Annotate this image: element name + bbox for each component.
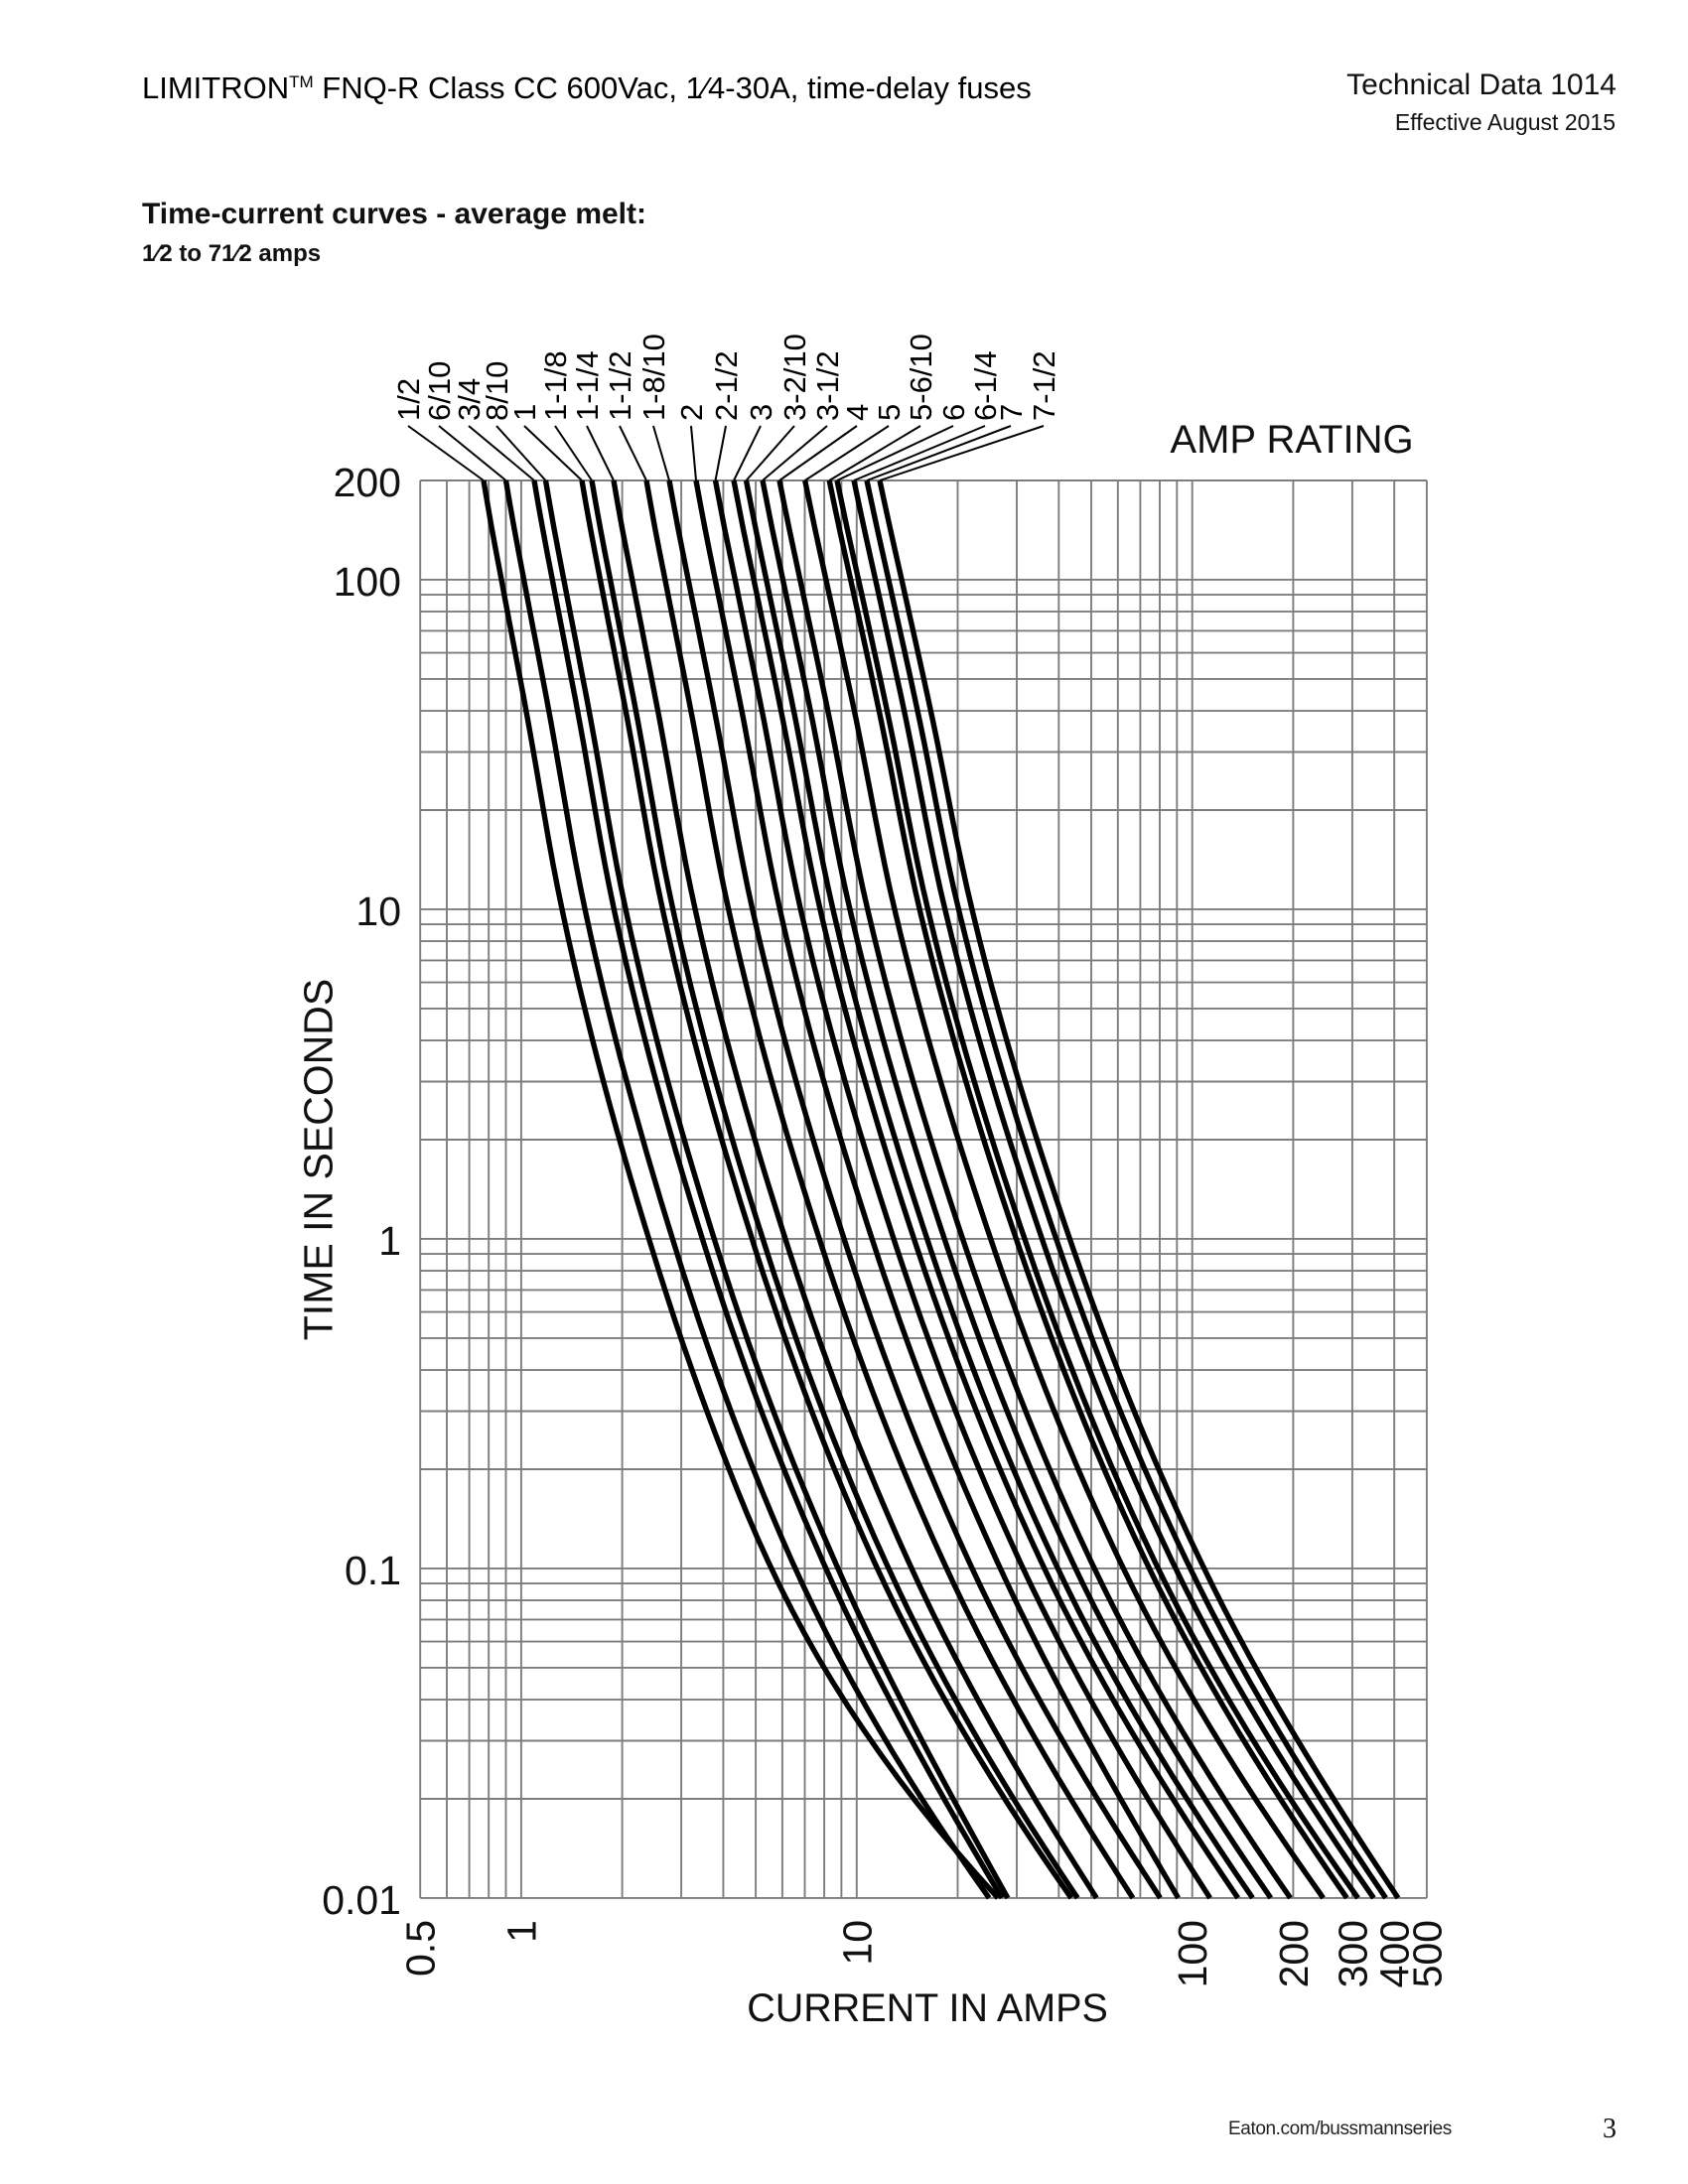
svg-text:10: 10: [834, 1920, 880, 1966]
svg-text:0.1: 0.1: [345, 1548, 401, 1593]
svg-text:300: 300: [1330, 1920, 1375, 1987]
svg-text:Time-current curves - average: Time-current curves - average melt:: [142, 198, 646, 230]
svg-text:LIMITRONTM FNQ-R Class CC 600V: LIMITRONTM FNQ-R Class CC 600Vac, 1⁄4-30…: [142, 70, 1032, 105]
svg-text:1: 1: [498, 1920, 544, 1943]
svg-text:AMP RATING: AMP RATING: [1170, 418, 1413, 462]
svg-text:1/2: 1/2: [391, 378, 426, 421]
svg-text:6-1/4: 6-1/4: [968, 350, 1003, 421]
svg-text:5-6/10: 5-6/10: [904, 334, 938, 421]
svg-text:Effective August 2015: Effective August 2015: [1395, 109, 1616, 135]
svg-text:3/4: 3/4: [452, 378, 487, 421]
svg-text:3: 3: [1603, 2114, 1617, 2144]
svg-text:Eaton.com/bussmannseries: Eaton.com/bussmannseries: [1228, 2118, 1452, 2139]
svg-text:3-1/2: 3-1/2: [810, 350, 845, 421]
svg-text:100: 100: [1170, 1920, 1215, 1987]
svg-text:1-1/8: 1-1/8: [538, 350, 573, 421]
svg-text:2-1/2: 2-1/2: [709, 350, 744, 421]
svg-text:500: 500: [1404, 1920, 1450, 1987]
svg-text:1: 1: [507, 404, 542, 421]
svg-text:1⁄2 to 71⁄2 amps: 1⁄2 to 71⁄2 amps: [142, 240, 321, 267]
svg-text:6: 6: [936, 404, 971, 421]
svg-text:100: 100: [334, 559, 401, 605]
svg-text:0.5: 0.5: [398, 1920, 444, 1977]
svg-text:200: 200: [334, 460, 401, 505]
svg-text:200: 200: [1271, 1920, 1317, 1987]
svg-text:7: 7: [994, 404, 1029, 421]
svg-text:2: 2: [674, 404, 709, 421]
svg-text:CURRENT IN AMPS: CURRENT IN AMPS: [747, 1986, 1108, 2030]
svg-text:1: 1: [378, 1218, 401, 1264]
svg-text:8/10: 8/10: [480, 361, 514, 421]
svg-text:0.01: 0.01: [322, 1877, 401, 1923]
svg-text:1-1/2: 1-1/2: [603, 350, 637, 421]
svg-text:3-2/10: 3-2/10: [777, 334, 812, 421]
svg-text:TIME IN SECONDS: TIME IN SECONDS: [296, 979, 342, 1340]
svg-text:7-1/2: 7-1/2: [1027, 350, 1061, 421]
svg-text:3: 3: [744, 404, 778, 421]
svg-text:4: 4: [840, 404, 875, 421]
svg-text:5: 5: [872, 404, 907, 421]
svg-text:400: 400: [1372, 1920, 1418, 1987]
svg-text:10: 10: [355, 888, 401, 934]
svg-text:1-8/10: 1-8/10: [636, 334, 671, 421]
svg-text:6/10: 6/10: [422, 361, 457, 421]
svg-text:1-1/4: 1-1/4: [570, 350, 605, 421]
svg-text:Technical Data 1014: Technical Data 1014: [1346, 68, 1617, 101]
